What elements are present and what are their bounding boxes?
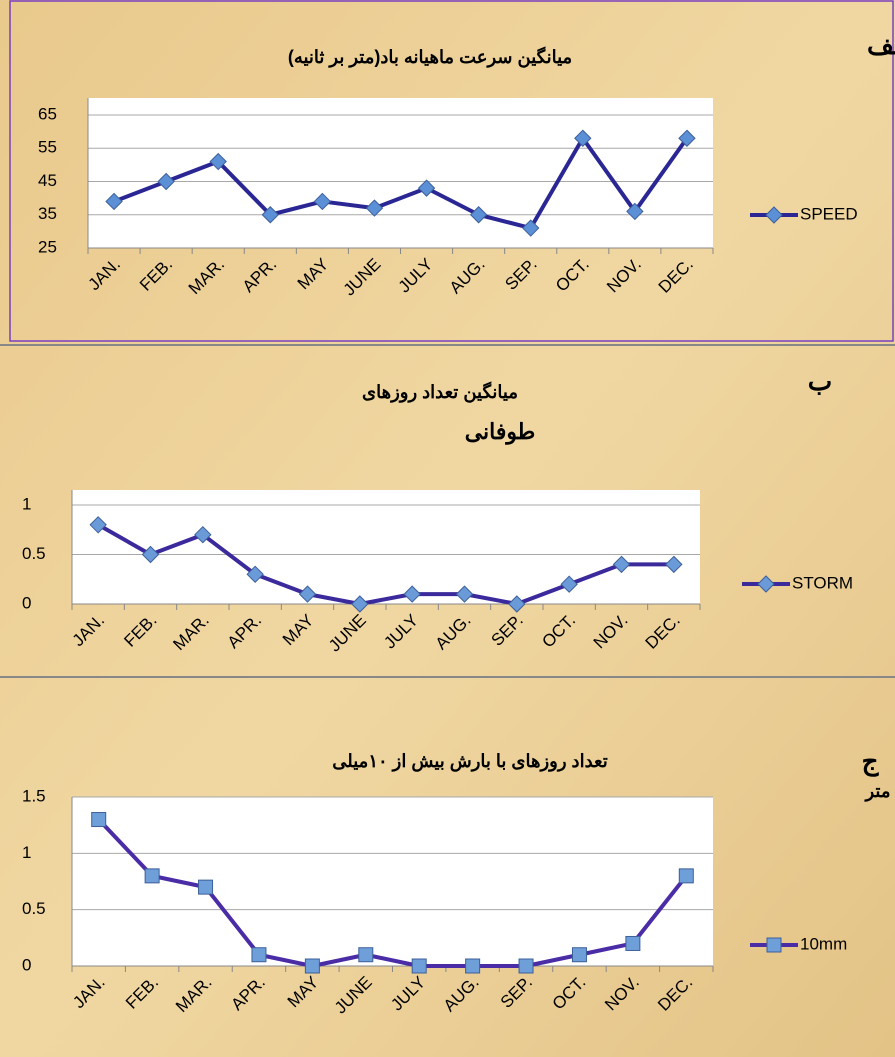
data-point xyxy=(298,585,317,603)
data-point xyxy=(105,192,123,211)
data-point xyxy=(89,516,107,534)
chart-title: میانگین سرعت ماهیانه باد(متر بر ثانیه) xyxy=(288,46,572,68)
data-point xyxy=(665,555,683,574)
y-tick-label: 45 xyxy=(38,171,57,190)
plot-area xyxy=(72,797,713,966)
data-point xyxy=(518,958,534,974)
data-point xyxy=(209,152,227,171)
data-point xyxy=(626,202,644,221)
data-point xyxy=(625,935,641,951)
y-tick-label: 0.5 xyxy=(22,899,46,918)
y-tick-label: 0 xyxy=(22,955,31,974)
legend-marker xyxy=(765,206,783,224)
legend-label: STORM xyxy=(792,573,853,592)
data-point xyxy=(365,199,384,217)
y-tick-label: 65 xyxy=(38,104,57,123)
data-point xyxy=(198,879,214,895)
y-tick-label: 25 xyxy=(38,237,57,256)
legend-marker xyxy=(757,575,775,593)
data-point xyxy=(91,812,107,828)
series-line xyxy=(113,136,689,231)
data-point xyxy=(261,206,279,224)
legend-label: 10mm xyxy=(800,934,847,953)
data-point xyxy=(313,192,332,211)
data-point xyxy=(417,179,436,197)
data-point xyxy=(194,525,212,544)
data-point xyxy=(455,585,474,603)
data-point xyxy=(141,545,160,564)
data-point xyxy=(678,129,696,147)
data-point xyxy=(678,868,694,884)
data-point xyxy=(612,555,631,574)
data-point xyxy=(411,958,427,974)
data-point xyxy=(571,947,587,963)
legend-marker xyxy=(766,937,782,953)
data-point xyxy=(304,958,320,974)
data-point xyxy=(469,206,488,224)
panel-label: الف xyxy=(867,30,895,60)
y-tick-label: 1 xyxy=(22,494,31,513)
panel-label: ج xyxy=(862,746,880,777)
y-tick-label: 35 xyxy=(38,204,57,223)
y-tick-label: 55 xyxy=(38,138,57,157)
data-point xyxy=(465,958,481,974)
y-tick-label: 0 xyxy=(22,593,31,612)
data-point xyxy=(246,565,264,584)
data-point xyxy=(157,172,175,191)
data-point xyxy=(251,947,267,963)
data-point xyxy=(403,585,421,603)
data-point xyxy=(358,947,374,963)
legend-label: SPEED xyxy=(800,204,858,223)
data-point xyxy=(144,868,160,884)
series-line xyxy=(97,818,688,968)
data-point xyxy=(522,219,540,237)
plot-area xyxy=(72,490,700,604)
data-point xyxy=(508,595,526,613)
plot-area xyxy=(88,98,713,248)
y-tick-label: 1 xyxy=(22,843,31,862)
series-line xyxy=(97,523,674,606)
data-point xyxy=(351,595,369,613)
chart-title: تعداد روزهای با بارش بیش از ۱۰میلی xyxy=(332,751,607,772)
data-point xyxy=(560,575,578,593)
chart-title: طوفانی xyxy=(465,419,536,445)
chart-title: متر xyxy=(863,781,890,802)
data-point xyxy=(574,129,592,147)
y-tick-label: 0.5 xyxy=(22,544,46,563)
panel-label: ب xyxy=(808,366,832,396)
panel-border xyxy=(9,0,894,342)
y-tick-label: 1.5 xyxy=(22,786,46,805)
chart-title: میانگین تعداد روزهای xyxy=(362,381,518,403)
